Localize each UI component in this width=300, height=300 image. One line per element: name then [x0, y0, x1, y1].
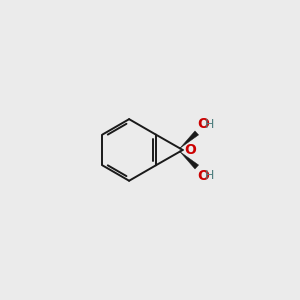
Text: O: O — [184, 143, 196, 157]
Text: H: H — [205, 169, 214, 182]
Text: O: O — [198, 117, 209, 130]
Polygon shape — [180, 152, 199, 169]
Text: H: H — [205, 118, 214, 130]
Polygon shape — [180, 131, 199, 148]
Text: O: O — [198, 169, 209, 183]
